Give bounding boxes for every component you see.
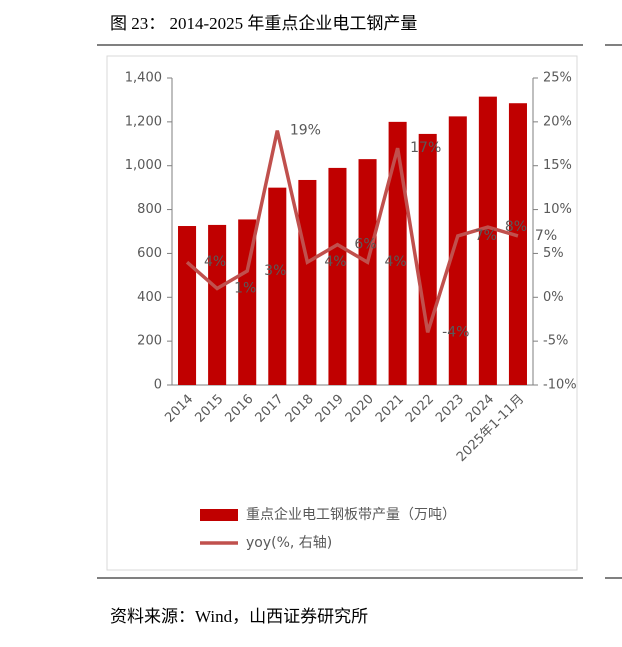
bar: [328, 167, 347, 385]
x-tick-label: 2021: [373, 392, 407, 426]
bar: [208, 224, 227, 385]
x-tick-label: 2017: [253, 392, 287, 426]
bar: [418, 133, 437, 385]
bar: [238, 219, 257, 385]
x-tick-label: 2022: [403, 392, 437, 426]
data-label: 19%: [290, 123, 321, 139]
data-label: 4%: [385, 254, 407, 270]
bar: [268, 187, 287, 385]
y-tick-label: 1,400: [125, 71, 162, 86]
y-tick-label: 200: [137, 334, 162, 349]
data-label: 4%: [204, 254, 226, 270]
data-label: 17%: [410, 140, 441, 156]
legend-label: 重点企业电工钢板带产量（万吨）: [246, 506, 456, 523]
yoy-line: [185, 130, 519, 333]
x-tick-label: 2019: [313, 392, 347, 426]
bar: [358, 159, 377, 385]
bar: [448, 116, 467, 385]
data-label: 7%: [535, 228, 557, 244]
x-tick-label: 2023: [433, 392, 467, 426]
x-tick-label: 2020: [343, 392, 377, 426]
y2-tick-label: -10%: [543, 378, 577, 393]
data-label: 6%: [354, 237, 376, 253]
legend-swatch: [200, 509, 238, 521]
data-label: 1%: [234, 281, 256, 297]
y2-tick-label: 5%: [543, 246, 564, 261]
y-tick-label: 800: [137, 202, 162, 217]
data-label: 4%: [324, 254, 346, 270]
y2-tick-label: 20%: [543, 114, 572, 129]
bar: [508, 103, 527, 385]
source: 资料来源：Wind，山西证券研究所: [110, 607, 368, 626]
bar: [178, 226, 197, 385]
bar: [478, 96, 497, 385]
y-tick-label: 400: [137, 290, 162, 305]
data-label: 3%: [264, 263, 286, 279]
bar: [388, 121, 407, 385]
data-label: -4%: [442, 324, 469, 340]
legend-label: yoy(%, 右轴): [246, 535, 332, 551]
bar: [298, 179, 317, 385]
x-tick-label: 2018: [283, 392, 317, 426]
x-tick-label: 2015: [192, 392, 226, 426]
data-label: 7%: [475, 228, 497, 244]
x-tick-label: 2016: [223, 392, 257, 426]
chart-frame: [106, 55, 578, 571]
y-tick-label: 1,000: [125, 158, 162, 173]
y-tick-label: 0: [154, 378, 162, 393]
y2-tick-label: 0%: [543, 290, 564, 305]
y2-tick-label: 25%: [543, 71, 572, 86]
data-label: 8%: [505, 219, 527, 235]
y2-tick-label: 10%: [543, 202, 572, 217]
y-tick-label: 600: [137, 246, 162, 261]
y2-tick-label: -5%: [543, 334, 568, 349]
y2-tick-label: 15%: [543, 158, 572, 173]
y-tick-label: 1,200: [125, 114, 162, 129]
figure-title: 图 23： 2014-2025 年重点企业电工钢产量: [110, 14, 417, 33]
x-tick-label: 2014: [162, 392, 196, 426]
